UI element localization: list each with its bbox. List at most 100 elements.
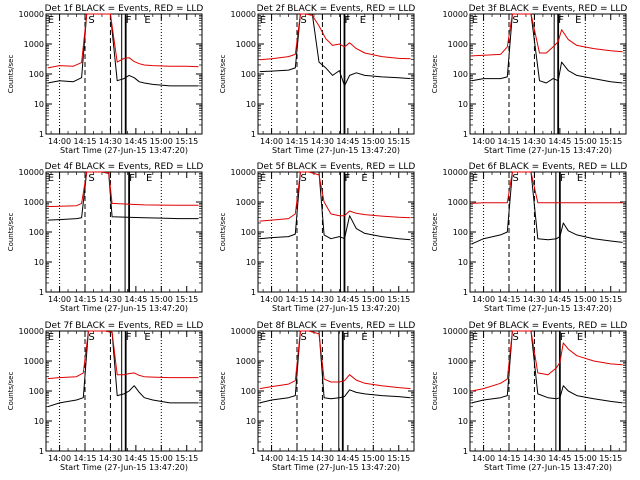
x-tick-label: 15:00 <box>362 454 385 463</box>
y-tick-label: 10000 <box>443 10 468 19</box>
x-axis-label: Start Time (27-Jun-15 13:47:20) <box>484 463 612 472</box>
x-tick-label: 15:00 <box>150 454 173 463</box>
y-tick-label: 10 <box>34 100 44 109</box>
y-tick-label: 1000 <box>236 40 256 49</box>
x-tick-label: 14:15 <box>285 295 308 304</box>
x-tick-label: 15:00 <box>362 295 385 304</box>
y-tick-label: 10000 <box>231 327 256 336</box>
detector-panel: Det 8f BLACK = Events, RED = LLD Counts/s… <box>219 321 415 472</box>
x-tick-label: 14:45 <box>124 295 147 304</box>
y-tick-label: 1000 <box>448 198 468 207</box>
y-tick-label: 100 <box>453 228 468 237</box>
y-tick-label: 10000 <box>231 10 256 19</box>
y-tick-label: 1 <box>251 130 256 139</box>
x-tick-label: 14:45 <box>336 454 359 463</box>
x-tick-label: 15:15 <box>599 137 622 146</box>
x-tick-label: 14:45 <box>336 295 359 304</box>
x-tick-label: 14:00 <box>472 295 495 304</box>
panel-title: Det 8f BLACK = Events, RED = LLD <box>257 321 416 331</box>
data-series-line <box>471 171 623 204</box>
data-series-line <box>471 330 623 392</box>
y-tick-label: 10000 <box>443 327 468 336</box>
panel-title: Det 7f BLACK = Events, RED = LLD <box>45 321 204 331</box>
y-tick-label: 1000 <box>448 40 468 49</box>
event-marker-label: E <box>361 173 367 184</box>
x-axis-label: Start Time (27-Jun-15 13:47:20) <box>484 304 612 313</box>
y-tick-label: 1 <box>251 447 256 456</box>
y-tick-label: 100 <box>241 70 256 79</box>
y-tick-label: 1000 <box>24 357 44 366</box>
y-tick-label: 100 <box>29 70 44 79</box>
x-tick-label: 14:00 <box>260 137 283 146</box>
event-marker-label: E <box>577 332 583 343</box>
x-tick-label: 14:15 <box>497 137 520 146</box>
panel-title: Det 1f BLACK = Events, RED = LLD <box>45 4 204 14</box>
y-tick-label: 100 <box>29 228 44 237</box>
x-tick-label: 14:15 <box>285 137 308 146</box>
event-marker-label: S <box>300 15 306 26</box>
x-tick-label: 14:15 <box>73 137 96 146</box>
y-tick-label: 1 <box>463 130 468 139</box>
x-tick-label: 14:30 <box>523 295 546 304</box>
event-marker-label: F <box>344 173 350 184</box>
x-axis-label: Start Time (27-Jun-15 13:47:20) <box>484 146 612 155</box>
event-marker-label: E <box>472 173 478 184</box>
x-tick-label: 14:15 <box>497 295 520 304</box>
event-marker-label: E <box>361 332 367 343</box>
plot-frame <box>469 330 627 452</box>
detector-panel: Det 7f BLACK = Events, RED = LLD Counts/s… <box>7 321 203 472</box>
y-axis-label: Counts/sec <box>7 213 15 252</box>
event-marker-label: E <box>472 15 478 26</box>
y-tick-label: 1000 <box>236 198 256 207</box>
data-series-line <box>259 13 411 61</box>
data-series-line <box>471 13 623 84</box>
event-marker-label: F <box>129 173 135 184</box>
y-axis-label: Counts/sec <box>219 55 227 94</box>
panel-title: Det 2f BLACK = Events, RED = LLD <box>257 4 416 14</box>
data-series-line <box>47 330 199 380</box>
y-tick-label: 1 <box>39 130 44 139</box>
panel-title: Det 5f BLACK = Events, RED = LLD <box>257 162 416 172</box>
y-tick-label: 1 <box>463 447 468 456</box>
event-marker-label: S <box>300 332 306 343</box>
x-tick-label: 14:30 <box>311 454 334 463</box>
event-marker-label: E <box>48 15 54 26</box>
y-axis-label: Counts/sec <box>431 372 439 411</box>
event-marker-label: E <box>48 332 54 343</box>
plot-frame <box>469 171 627 293</box>
detector-panel: Det 1f BLACK = Events, RED = LLD Counts/s… <box>7 4 203 155</box>
x-tick-label: 14:15 <box>497 454 520 463</box>
x-tick-label: 15:00 <box>574 454 597 463</box>
x-axis-label: Start Time (27-Jun-15 13:47:20) <box>272 146 400 155</box>
plot-frame <box>257 330 415 452</box>
data-series-line <box>259 330 411 390</box>
x-tick-label: 14:15 <box>73 454 96 463</box>
y-tick-label: 1000 <box>448 357 468 366</box>
y-axis-label: Counts/sec <box>7 372 15 411</box>
y-tick-label: 1000 <box>24 40 44 49</box>
event-marker-label: F <box>344 15 350 26</box>
y-tick-label: 1 <box>39 447 44 456</box>
x-axis-label: Start Time (27-Jun-15 13:47:20) <box>60 304 188 313</box>
y-tick-label: 10 <box>458 258 468 267</box>
plot-frame <box>45 13 203 135</box>
y-tick-label: 10 <box>458 100 468 109</box>
event-marker-label: E <box>48 173 54 184</box>
x-tick-label: 14:00 <box>472 454 495 463</box>
y-tick-label: 100 <box>29 387 44 396</box>
x-tick-label: 15:15 <box>387 295 410 304</box>
y-tick-label: 10 <box>34 258 44 267</box>
event-marker-label: E <box>144 332 150 343</box>
detector-panel: Det 3f BLACK = Events, RED = LLD Counts/s… <box>431 4 627 155</box>
panel-title: Det 6f BLACK = Events, RED = LLD <box>469 162 628 172</box>
event-marker-label: E <box>577 173 583 184</box>
event-marker-label: F <box>343 332 349 343</box>
data-series-line <box>47 330 199 408</box>
data-series-line <box>47 13 199 69</box>
event-marker-label: E <box>472 332 478 343</box>
x-tick-label: 15:15 <box>175 454 198 463</box>
plot-frame <box>45 171 203 293</box>
x-tick-label: 14:45 <box>548 454 571 463</box>
x-tick-label: 14:30 <box>99 137 122 146</box>
event-marker-label: F <box>560 173 566 184</box>
